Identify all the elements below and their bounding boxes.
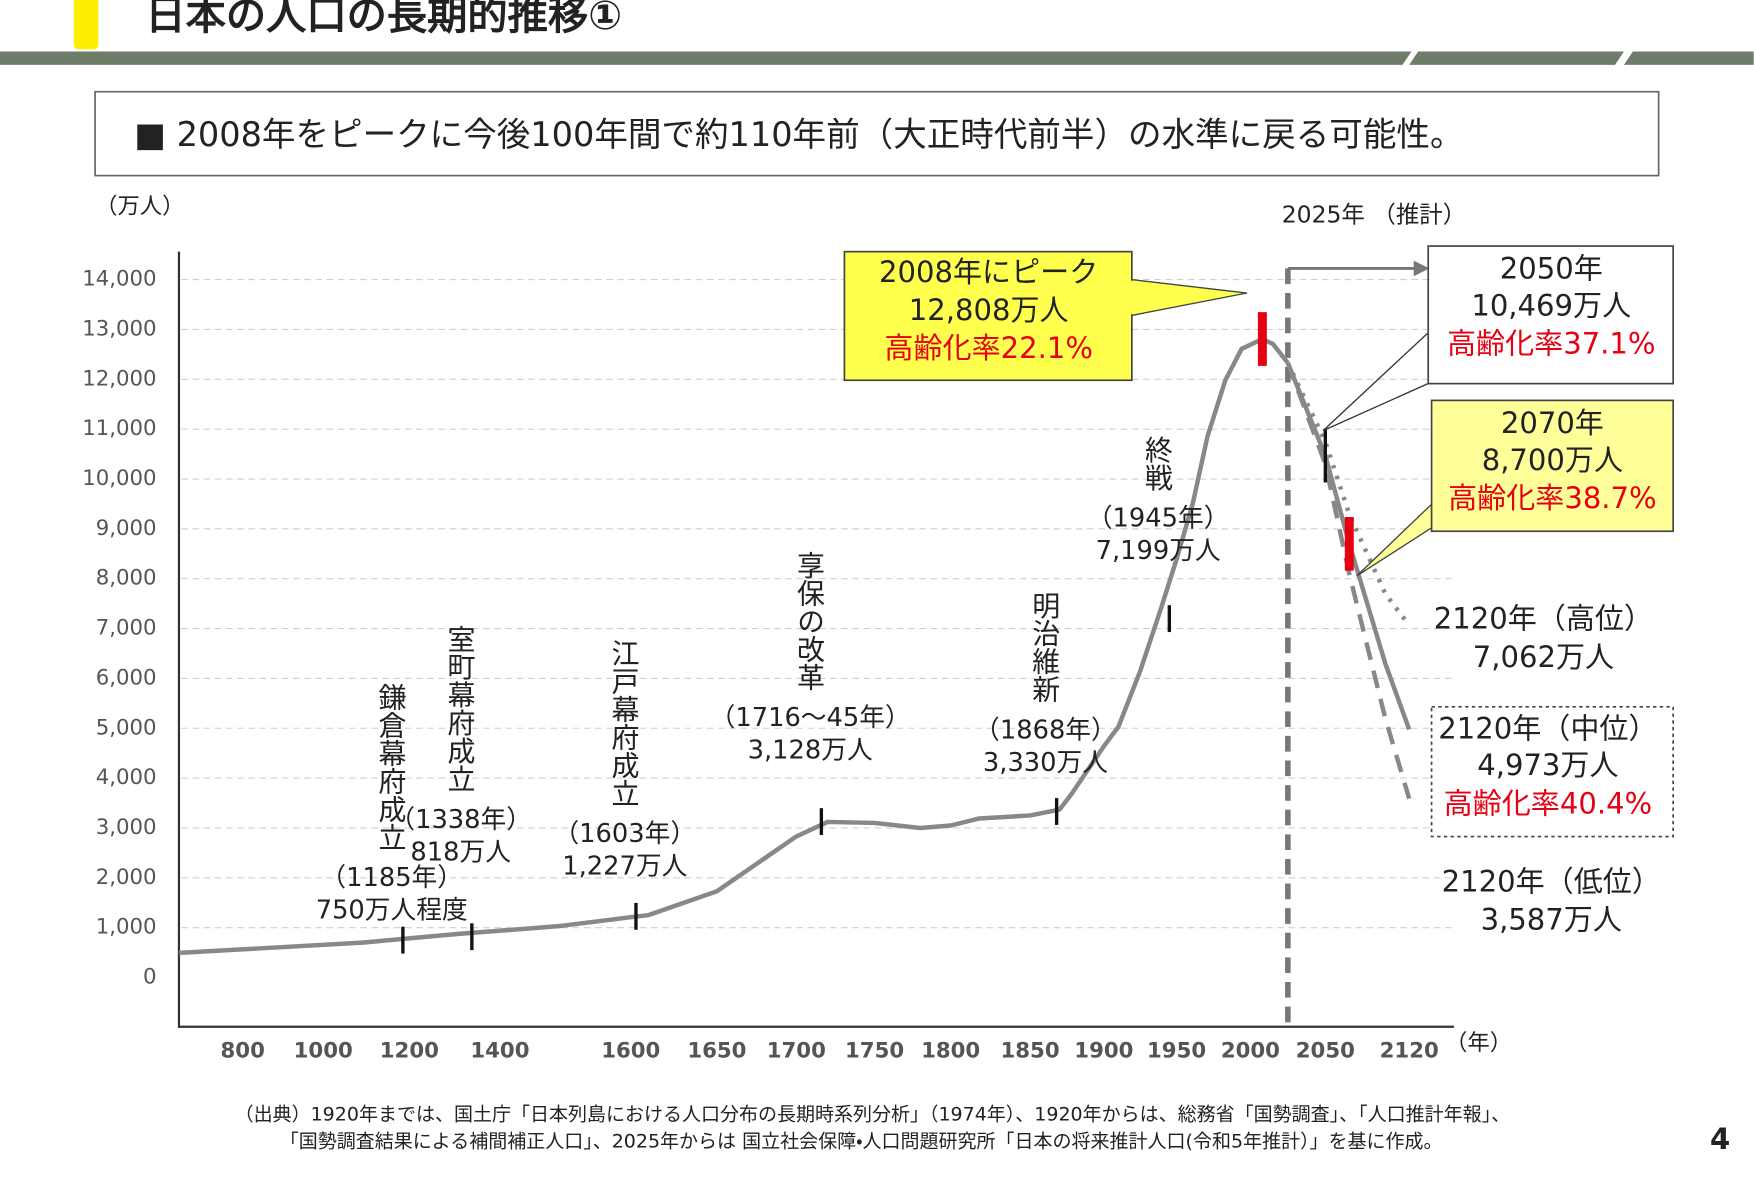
x-tick-label: 1600	[601, 1038, 660, 1063]
x-tick-label: 2120	[1380, 1038, 1439, 1063]
callout-rate: 高齢化率40.4%	[1444, 786, 1653, 820]
event-year: （1716～45年）	[710, 703, 911, 733]
y-tick-label: 1,000	[96, 915, 157, 940]
page-number: 4	[1710, 1122, 1730, 1156]
event-population: 750万人程度	[316, 896, 468, 926]
x-tick-label: 1400	[470, 1038, 529, 1063]
series-line	[178, 336, 1290, 956]
callout-text: 2050年	[1500, 252, 1603, 286]
event-population: 3,330万人	[983, 748, 1108, 778]
callout-pointer	[1322, 377, 1441, 432]
projection-arrowhead	[1413, 260, 1430, 277]
x-tick-label: 1200	[380, 1038, 439, 1063]
callout-rate: 高齢化率22.1%	[884, 331, 1093, 365]
y-tick-label: 11,000	[82, 416, 156, 441]
x-tick-label: 1650	[687, 1038, 746, 1063]
y-tick-label: 4,000	[96, 765, 157, 790]
x-tick-label: 2050	[1296, 1038, 1355, 1063]
callout-text: 2070年	[1501, 406, 1604, 440]
event-label: 室町幕府成立	[443, 624, 476, 792]
callout-text: 7,062万人	[1473, 640, 1614, 674]
y-tick-label: 6,000	[96, 665, 157, 690]
callout-box	[843, 250, 1133, 382]
x-tick-label: 1850	[1000, 1038, 1059, 1063]
series-line	[1285, 362, 1412, 800]
y-tick-label: 14,000	[82, 267, 156, 292]
event-year: （1868年）	[974, 715, 1117, 745]
x-tick-label: 1900	[1074, 1038, 1133, 1063]
plot	[178, 260, 1430, 1024]
x-tick-label: 1700	[767, 1038, 826, 1063]
event-year: （1185年）	[320, 863, 463, 893]
y-tick-label: 0	[143, 965, 157, 990]
y-tick-label: 9,000	[96, 516, 157, 541]
callout-text: 3,587万人	[1481, 903, 1622, 937]
callout-box	[1430, 399, 1674, 533]
summary: ■ 2008年をピークに今後100年間で約110年前（大正時代前半）の水準に戻る…	[134, 115, 1463, 154]
title-bar	[0, 51, 1754, 65]
y-tick-label: 2,000	[96, 865, 157, 890]
callout-rate: 高齢化率37.1%	[1447, 327, 1656, 361]
callout-pointer	[1322, 323, 1438, 432]
event-label: 享保の改革	[793, 551, 826, 691]
callout-text: 12,808万人	[909, 293, 1069, 327]
callout-pointer	[1356, 499, 1436, 577]
x-tick-label: 2000	[1221, 1038, 1280, 1063]
y-tick-label: 7,000	[96, 616, 157, 641]
event-label: 鎌倉幕府成立	[374, 682, 407, 850]
callout-pointer	[1131, 278, 1248, 317]
x-tick-label: 1000	[294, 1038, 353, 1063]
event-label: 江戸幕府成立	[608, 639, 641, 807]
x-tick-label: 1800	[921, 1038, 980, 1063]
x-tick-label: 1950	[1147, 1038, 1206, 1063]
event-population: 3,128万人	[748, 736, 873, 766]
x-unit: （年）	[1445, 1030, 1512, 1056]
event-year: （1945年）	[1087, 504, 1230, 534]
y-tick-label: 3,000	[96, 815, 157, 840]
callout-text: 8,700万人	[1482, 443, 1623, 477]
y-unit: （万人）	[95, 193, 184, 219]
projection-label: 2025年 （推計）	[1282, 200, 1467, 228]
y-tick-label: 8,000	[96, 566, 157, 591]
source-line: 「国勢調査結果による補間補正人口」、2025年からは 国立社会保障・人口問題研究…	[280, 1130, 1443, 1152]
callout-box	[1427, 245, 1674, 385]
y-tick-label: 13,000	[82, 316, 156, 341]
callout-text: 2120年（高位）	[1434, 602, 1653, 636]
callout-text: 4,973万人	[1477, 748, 1618, 782]
event-label: 明治維新	[1028, 591, 1061, 703]
callout-text: 2120年（中位）	[1438, 711, 1657, 745]
callout-rate: 高齢化率38.7%	[1448, 481, 1657, 515]
y-tick-label: 10,000	[82, 466, 156, 491]
x-tick-label: 1750	[845, 1038, 904, 1063]
y-tick-label: 5,000	[96, 715, 157, 740]
event-year: （1338年）	[389, 805, 532, 835]
y-tick-label: 12,000	[82, 366, 156, 391]
event-population: 1,227万人	[562, 852, 687, 882]
callout-text: 10,469万人	[1471, 289, 1631, 323]
callout-text: 2008年にピーク	[879, 255, 1098, 289]
series-line	[1285, 362, 1411, 627]
event-population: 818万人	[410, 837, 511, 867]
summary-box	[94, 90, 1660, 177]
title-accent	[73, 0, 99, 50]
callout-box	[1430, 706, 1674, 838]
source-line: （出典）1920年までは、国土庁「日本列島における人口分布の長期時系列分析」（1…	[235, 1104, 1511, 1126]
x-tick-label: 800	[221, 1038, 265, 1063]
event-year: （1603年）	[553, 819, 696, 849]
callout-text: 2120年（低位）	[1442, 865, 1661, 899]
event-population: 7,199万人	[1096, 536, 1221, 566]
event-label: 終戦	[1141, 435, 1174, 491]
slide-title: 日本の人口の長期的推移①	[145, 0, 622, 39]
